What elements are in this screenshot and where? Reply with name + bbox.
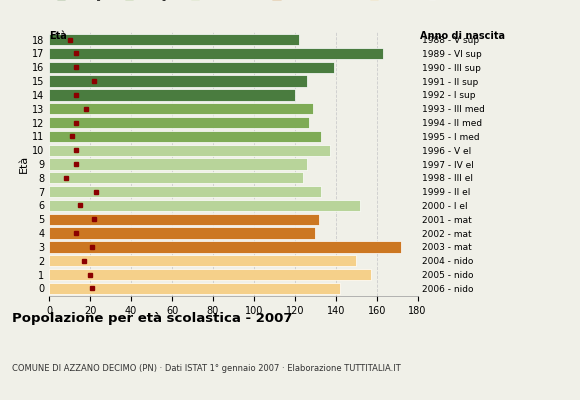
Bar: [49, 283, 340, 294]
Bar: [49, 76, 307, 87]
Bar: [49, 241, 401, 252]
Bar: [49, 255, 356, 266]
Bar: [49, 186, 321, 197]
Bar: [49, 269, 371, 280]
Text: Età: Età: [49, 31, 67, 41]
Text: Popolazione per età scolastica - 2007: Popolazione per età scolastica - 2007: [12, 312, 292, 325]
Bar: [49, 48, 383, 59]
Bar: [49, 62, 334, 73]
Bar: [49, 144, 329, 156]
Bar: [49, 103, 313, 114]
Bar: [49, 158, 307, 170]
Bar: [49, 89, 295, 100]
Text: COMUNE DI AZZANO DECIMO (PN) · Dati ISTAT 1° gennaio 2007 · Elaborazione TUTTITA: COMUNE DI AZZANO DECIMO (PN) · Dati ISTA…: [12, 364, 400, 373]
Legend: Sec. II grado, Sec. I grado, Scuola Primaria, Scuola dell'Infanzia, Asilo Nido, : Sec. II grado, Sec. I grado, Scuola Prim…: [53, 0, 477, 4]
Y-axis label: Età: Età: [19, 155, 29, 173]
Text: Anno di nascita: Anno di nascita: [420, 31, 505, 41]
Bar: [49, 228, 316, 239]
Bar: [49, 34, 299, 45]
Bar: [49, 172, 303, 184]
Bar: [49, 117, 309, 128]
Bar: [49, 214, 320, 225]
Bar: [49, 200, 360, 211]
Bar: [49, 131, 321, 142]
